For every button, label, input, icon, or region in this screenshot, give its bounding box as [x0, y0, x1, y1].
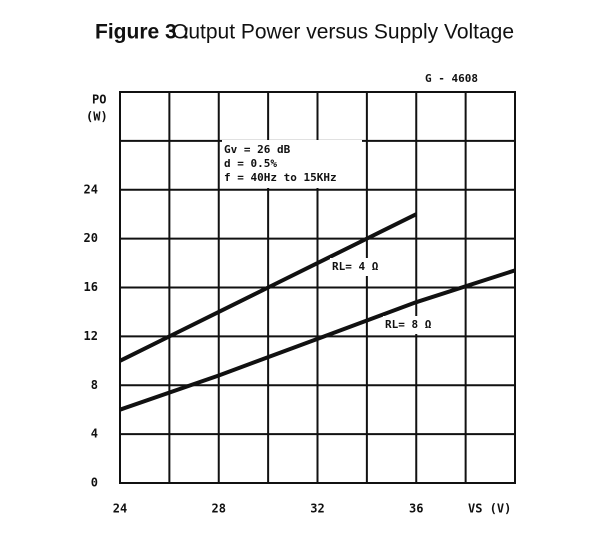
series-label: RL= 4 Ω: [332, 260, 379, 273]
x-axis-label: VS (V): [468, 502, 511, 516]
series-label-background: [383, 316, 445, 334]
annotation-background: [222, 140, 362, 188]
figure-code: G - 4608: [425, 72, 478, 85]
annotation: Gv = 26 dB: [224, 143, 291, 156]
y-axis-unit: (W): [86, 110, 108, 124]
x-tick-label: 24: [113, 502, 127, 516]
series-line: [119, 212, 418, 363]
x-tick-label: 36: [409, 502, 423, 516]
series-line: [119, 268, 516, 412]
annotation: d = 0.5%: [224, 157, 277, 170]
y-tick-label: 8: [91, 378, 98, 392]
chart-title-prefix: Figure 3 :: [95, 21, 190, 44]
x-tick-label: 28: [212, 502, 226, 516]
annotation: f = 40Hz to 15KHz: [224, 171, 337, 184]
y-tick-label: 0: [91, 476, 98, 490]
x-tick-label: 32: [310, 502, 324, 516]
chart-title: Output Power versus Supply Voltage: [172, 21, 514, 44]
series-label: RL= 8 Ω: [385, 318, 432, 331]
y-axis-label: PO: [92, 93, 106, 107]
series-label-background: [330, 258, 392, 276]
y-tick-label: 16: [84, 280, 98, 294]
y-tick-label: 12: [84, 329, 98, 343]
y-tick-label: 4: [91, 427, 98, 441]
y-tick-label: 20: [84, 231, 98, 245]
y-tick-label: 24: [84, 182, 98, 196]
